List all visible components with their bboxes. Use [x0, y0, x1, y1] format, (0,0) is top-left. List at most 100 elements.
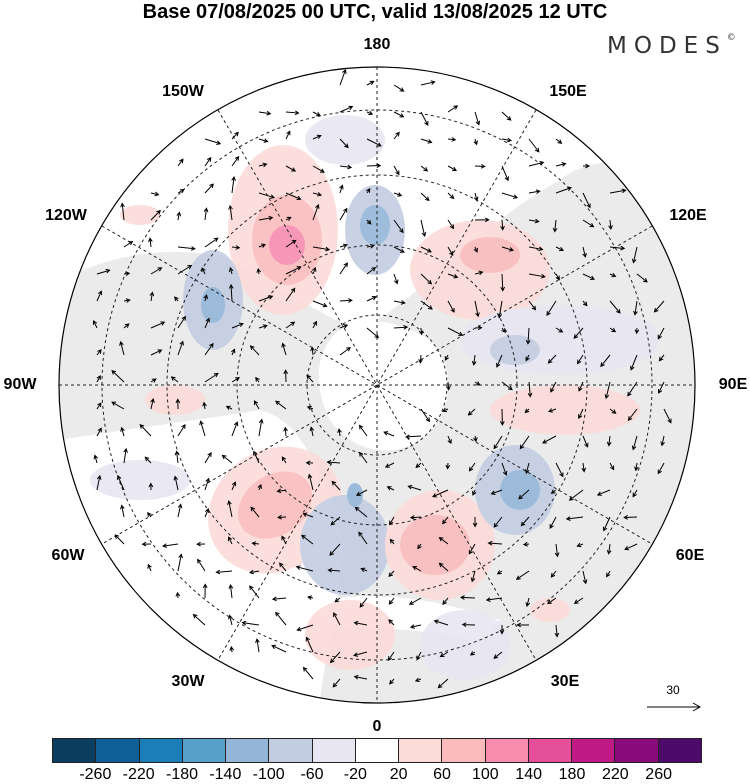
wind-arrow — [366, 110, 374, 116]
wind-arrow — [447, 300, 455, 313]
wind-arrow — [204, 138, 222, 145]
wind-arrow — [653, 300, 665, 313]
wind-arrow — [310, 346, 315, 356]
wind-arrow — [177, 189, 185, 194]
wind-arrow — [359, 451, 368, 464]
wind-arrow — [490, 489, 503, 495]
wind-arrow — [542, 435, 557, 444]
wind-arrow — [582, 435, 589, 448]
wind-arrow — [117, 474, 125, 491]
wind-arrow — [285, 192, 302, 201]
wind-arrow — [360, 567, 368, 572]
lon-label-60e: 60E — [675, 547, 705, 564]
wind-arrow — [276, 488, 287, 494]
wind-arrow — [258, 295, 274, 302]
wind-arrow — [501, 462, 508, 476]
wind-arrow — [568, 489, 584, 501]
wind-arrow — [386, 486, 395, 491]
wind-arrow — [516, 622, 530, 628]
wind-arrow — [420, 408, 431, 423]
colorbar — [52, 738, 702, 763]
wind-arrow — [493, 435, 503, 450]
wind-arrow — [624, 543, 638, 551]
colorbar-tick-label: -60 — [300, 766, 324, 783]
wind-arrow — [444, 354, 449, 361]
wind-arrow — [93, 454, 99, 464]
wind-arrow — [631, 435, 638, 451]
wind-arrow — [418, 354, 423, 364]
wind-arrow — [329, 651, 341, 664]
wind-arrow — [546, 300, 557, 316]
wind-arrow — [330, 516, 341, 526]
wind-arrow — [285, 165, 297, 172]
wind-arrow — [438, 562, 449, 572]
wind-arrow — [271, 644, 287, 653]
wind-arrow — [608, 219, 613, 231]
wind-arrow — [96, 375, 101, 383]
wind-arrow — [253, 450, 260, 464]
wind-arrow — [606, 435, 612, 447]
wind-arrow — [420, 300, 433, 310]
lon-label-120w: 120W — [45, 207, 87, 224]
wind-arrow — [552, 219, 558, 233]
wind-arrow — [606, 570, 611, 578]
wind-arrow — [609, 300, 621, 314]
wind-arrow — [312, 320, 317, 329]
colorbar-tick-label: 20 — [389, 766, 408, 783]
wind-arrow — [582, 192, 591, 209]
colorbar-swatch — [269, 739, 313, 762]
lon-label-120e: 120E — [669, 207, 707, 224]
wind-arrow — [555, 462, 564, 478]
wind-arrow — [417, 543, 422, 550]
wind-arrow — [474, 163, 486, 169]
wind-arrow — [111, 401, 125, 410]
lon-label-60w: 60W — [51, 547, 85, 564]
lon-label-180: 180 — [363, 36, 391, 53]
wind-arrow — [339, 164, 353, 170]
wind-vectors — [92, 68, 672, 689]
colorbar-tick-label: 180 — [558, 766, 586, 783]
wind-arrow — [438, 536, 449, 545]
wind-arrow — [405, 434, 422, 440]
wind-arrow — [467, 408, 476, 416]
wind-arrow — [277, 514, 287, 520]
lon-label-90e: 90E — [718, 376, 748, 393]
wind-arrow — [446, 381, 451, 391]
wind-arrow — [306, 374, 314, 383]
wind-arrow — [528, 218, 540, 224]
wind-arrow — [366, 187, 371, 194]
wind-arrow — [258, 110, 272, 116]
wind-arrow — [525, 327, 531, 345]
wind-arrow — [202, 583, 208, 599]
wind-arrow — [228, 584, 234, 599]
wind-arrow — [177, 315, 186, 329]
wind-arrow — [281, 342, 287, 356]
wind-arrow — [114, 534, 125, 545]
wind-arrow — [150, 209, 161, 221]
wind-arrow — [412, 566, 422, 572]
lon-label-150e: 150E — [549, 83, 587, 100]
wind-arrow — [305, 460, 314, 466]
wind-arrow — [663, 408, 672, 424]
wind-arrow — [332, 678, 341, 688]
wind-arrow — [493, 651, 503, 659]
colorbar-swatch — [658, 739, 701, 762]
wind-arrow — [139, 424, 152, 437]
wind-arrow — [173, 475, 179, 491]
wind-arrow — [393, 165, 400, 176]
wind-arrow — [177, 158, 184, 167]
wind-arrow — [501, 111, 512, 121]
wind-arrow — [420, 80, 436, 86]
wind-arrow — [657, 327, 665, 340]
wind-arrow — [519, 435, 530, 450]
wind-arrow — [393, 219, 404, 234]
wind-arrow — [496, 354, 503, 368]
wind-arrow — [339, 262, 348, 275]
wind-arrow — [565, 516, 584, 521]
wind-arrow — [442, 516, 449, 525]
wind-arrow — [501, 137, 513, 143]
wind-arrow — [528, 300, 537, 311]
wind-arrow — [474, 381, 481, 386]
wind-arrow — [148, 482, 154, 491]
wind-arrow — [472, 489, 477, 496]
